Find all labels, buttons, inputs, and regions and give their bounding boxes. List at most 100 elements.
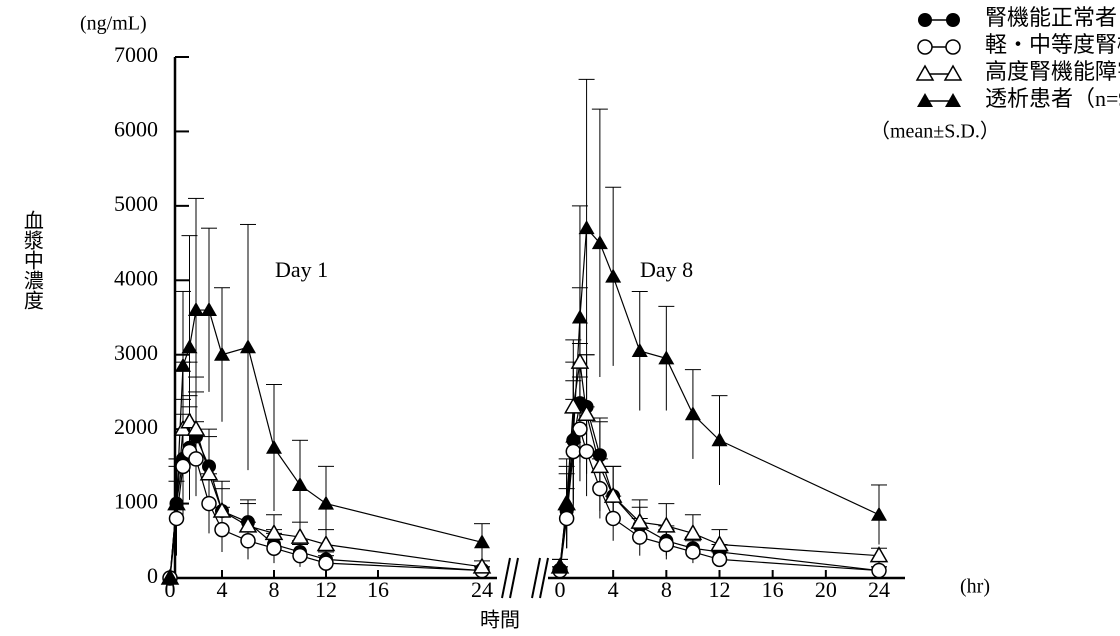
marker [168, 510, 185, 527]
legend-marker [918, 13, 932, 27]
marker [869, 546, 889, 563]
legend-marker [915, 64, 935, 81]
marker [631, 342, 648, 357]
y-tick-label: 5000 [114, 191, 158, 216]
marker [318, 495, 334, 510]
y-tick-label: 0 [147, 563, 158, 588]
marker [871, 562, 887, 579]
x-tick-label: 8 [661, 577, 672, 602]
marker [175, 357, 191, 372]
x-unit: (hr) [960, 576, 990, 598]
marker [591, 235, 608, 250]
marker [240, 533, 256, 549]
marker [199, 464, 219, 481]
legend-marker [943, 64, 963, 81]
y-tick-label: 4000 [114, 265, 158, 290]
marker [472, 557, 492, 574]
x-tick-label: 4 [608, 577, 619, 602]
marker [710, 534, 729, 552]
marker [264, 523, 284, 541]
x-tick-label: 20 [815, 577, 837, 602]
marker [871, 506, 887, 521]
marker [563, 397, 583, 414]
marker [658, 536, 675, 553]
marker [266, 439, 282, 454]
marker [175, 458, 191, 475]
legend-marker [917, 39, 933, 55]
marker [201, 302, 217, 317]
legend-marker [917, 93, 933, 107]
x-tick-label: 8 [269, 577, 280, 602]
marker [292, 476, 308, 491]
marker [552, 558, 568, 573]
x-tick-label: 0 [555, 577, 566, 602]
marker [572, 421, 588, 437]
marker [238, 516, 258, 533]
marker [318, 555, 334, 571]
marker [162, 570, 178, 584]
marker [290, 527, 310, 544]
marker [578, 443, 595, 460]
marker [657, 516, 676, 533]
marker [632, 529, 648, 545]
marker [565, 428, 582, 443]
marker [266, 540, 282, 556]
marker [684, 406, 701, 421]
marker [168, 495, 185, 510]
x-tick-label: 16 [762, 577, 784, 602]
marker [565, 443, 582, 460]
y-tick-label: 2000 [114, 414, 158, 439]
legend-marker [945, 39, 961, 55]
marker [605, 510, 621, 527]
marker [474, 534, 490, 549]
x-tick-label: 12 [315, 577, 337, 602]
marker [571, 309, 588, 324]
marker [181, 339, 198, 354]
marker [578, 220, 595, 235]
legend-marker [945, 93, 961, 107]
y-tick-label: 1000 [114, 489, 158, 514]
legend-marker [946, 13, 960, 27]
marker [590, 456, 610, 474]
marker [240, 339, 256, 354]
marker [603, 486, 623, 503]
y-unit: (ng/mL) [80, 13, 147, 35]
marker [711, 432, 728, 447]
x-tick-label: 4 [217, 577, 228, 602]
marker [570, 352, 590, 369]
marker [605, 268, 622, 283]
y-tick-label: 3000 [114, 340, 158, 365]
marker [212, 501, 232, 518]
note: （mean±S.D.） [870, 120, 1000, 143]
marker [685, 544, 701, 560]
marker [214, 346, 230, 361]
panel-annotation: Day 8 [640, 257, 693, 282]
marker [658, 350, 675, 365]
x-tick-label: 12 [709, 577, 731, 602]
marker [316, 534, 336, 552]
x-tick-label: 24 [471, 577, 493, 602]
marker [188, 302, 204, 317]
x-tick-label: 16 [367, 577, 389, 602]
x-tick-label: 0 [165, 577, 176, 602]
legend-label: 軽・中等度腎機能障害患者（n=9） [985, 32, 1120, 57]
marker [711, 551, 728, 568]
marker [188, 451, 204, 467]
marker [592, 480, 608, 497]
x-label: 時間 [480, 609, 520, 632]
marker [592, 448, 607, 463]
marker [186, 419, 206, 436]
legend-label: 高度腎機能障害患者（n=10） [985, 59, 1120, 84]
marker [683, 523, 703, 541]
y-tick-label: 6000 [114, 116, 158, 141]
y-label: 血漿中濃度 [20, 210, 43, 310]
marker [558, 495, 575, 510]
marker [630, 512, 650, 529]
marker [577, 404, 596, 422]
x-tick-label: 24 [868, 577, 890, 602]
marker [214, 521, 230, 538]
legend-label: 透析患者（n=9） [985, 86, 1120, 111]
panel-annotation: Day 1 [275, 257, 328, 282]
